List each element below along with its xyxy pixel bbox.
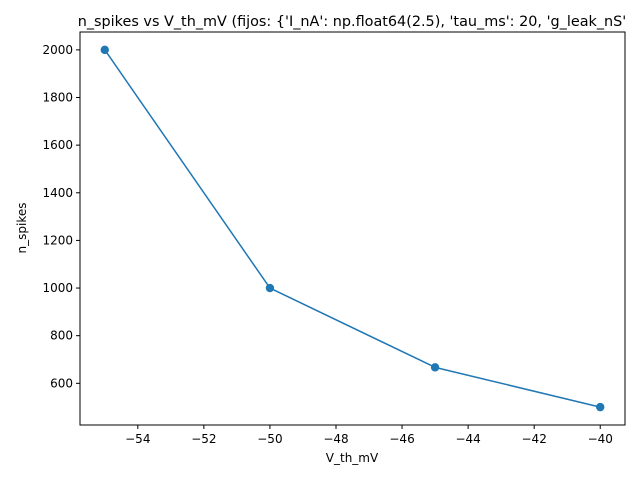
data-point [265,283,275,293]
y-axis-title: n_spikes [15,203,29,254]
x-tick-label: −46 [389,432,414,446]
y-tick-label: 2000 [42,43,73,57]
x-tick-label: −44 [455,432,480,446]
x-axis-ticks: −54 −52 −50 −48 −46 −44 −42 −40 [125,425,613,446]
x-tick-label: −48 [323,432,348,446]
x-tick-label: −42 [522,432,547,446]
y-tick-label: 1800 [42,91,73,105]
x-axis-title: V_th_mV [326,451,379,465]
y-tick-label: 1000 [42,281,73,295]
y-axis-ticks: 600 800 1000 1200 1400 1600 1800 2000 [42,43,80,390]
y-tick-label: 600 [50,376,73,390]
plot-area [80,32,625,425]
y-tick-label: 800 [50,329,73,343]
x-tick-label: −40 [588,432,613,446]
data-point [100,45,109,55]
x-tick-label: −54 [125,432,150,446]
data-point [596,402,605,412]
y-tick-label: 1400 [42,186,73,200]
plot-frame [79,31,626,426]
series-line [104,49,601,408]
y-tick-label: 1600 [42,138,73,152]
chart-title: n_spikes vs V_th_mV (fijos: {'I_nA': np.… [78,14,627,30]
x-tick-label: −50 [257,432,282,446]
series-layer [100,45,605,412]
data-point [430,363,440,372]
y-tick-label: 1200 [42,233,73,247]
x-tick-label: −52 [191,432,216,446]
